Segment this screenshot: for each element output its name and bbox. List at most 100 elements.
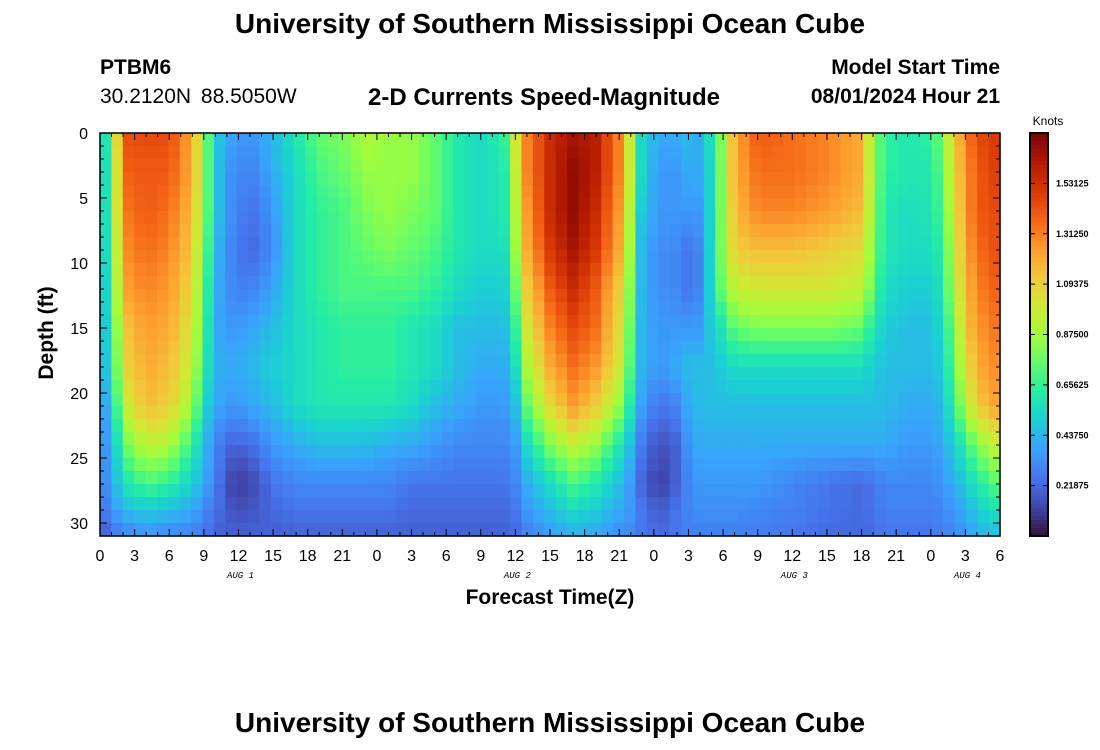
heatmap-cell	[669, 432, 682, 446]
heatmap-cell	[179, 250, 192, 264]
heatmap-cell	[373, 367, 386, 381]
heatmap-cell	[498, 419, 511, 433]
heatmap-cell	[920, 198, 933, 212]
heatmap-cell	[977, 445, 990, 459]
heatmap-cell	[863, 497, 876, 511]
heatmap-cell	[612, 406, 625, 420]
heatmap-cell	[305, 146, 318, 160]
heatmap-cell	[635, 393, 648, 407]
heatmap-cell	[202, 250, 215, 264]
heatmap-cell	[510, 146, 523, 160]
heatmap-cell	[544, 159, 557, 173]
heatmap-cell	[886, 497, 899, 511]
heatmap-cell	[783, 393, 796, 407]
heatmap-cell	[441, 523, 454, 537]
heatmap-cell	[681, 510, 693, 524]
heatmap-cell	[316, 406, 329, 420]
heatmap-cell	[100, 185, 112, 199]
heatmap-cell	[100, 198, 112, 212]
heatmap-cell	[601, 419, 614, 433]
heatmap-cell	[373, 328, 386, 342]
heatmap-cell	[874, 341, 887, 355]
heatmap-cell	[943, 458, 956, 472]
heatmap-cell	[760, 224, 773, 238]
heatmap-cell	[282, 211, 295, 225]
colorbar-segment	[1030, 153, 1048, 158]
heatmap-cell	[510, 159, 523, 173]
heatmap-cell	[418, 523, 431, 537]
heatmap-cell	[669, 237, 682, 251]
heatmap-cell	[874, 523, 887, 537]
heatmap-cell	[100, 458, 112, 472]
heatmap-cell	[726, 198, 739, 212]
heatmap-cell	[635, 341, 648, 355]
heatmap-cell	[316, 133, 329, 147]
heatmap-cell	[475, 445, 488, 459]
heatmap-cell	[270, 276, 283, 290]
heatmap-cell	[931, 159, 944, 173]
heatmap-cell	[578, 419, 591, 433]
heatmap-cell	[350, 523, 363, 537]
heatmap-cell	[612, 146, 625, 160]
heatmap-cell	[213, 380, 226, 394]
heatmap-cell	[100, 211, 112, 225]
heatmap-cell	[840, 510, 853, 524]
heatmap-cell	[977, 289, 990, 303]
heatmap-cell	[270, 406, 283, 420]
heatmap-cell	[692, 432, 705, 446]
heatmap-cell	[737, 159, 750, 173]
heatmap-cell	[259, 380, 272, 394]
heatmap-cell	[145, 406, 158, 420]
heatmap-cell	[920, 393, 933, 407]
colorbar-segment	[1030, 257, 1048, 263]
heatmap-cell	[122, 198, 135, 212]
heatmap-cell	[316, 341, 329, 355]
heatmap-cell	[134, 445, 147, 459]
heatmap-cell	[737, 419, 750, 433]
heatmap-cell	[965, 133, 978, 147]
heatmap-cell	[236, 471, 249, 485]
heatmap-cell	[145, 354, 158, 368]
heatmap-cell	[339, 367, 352, 381]
colorbar-tick-label: 0.65625	[1056, 380, 1089, 390]
heatmap-cell	[692, 484, 705, 498]
heatmap-cell	[453, 185, 466, 199]
heatmap-cell	[646, 237, 659, 251]
heatmap-cell	[829, 367, 842, 381]
heatmap-cell	[601, 341, 614, 355]
heatmap-cell	[327, 432, 340, 446]
heatmap-cell	[362, 510, 375, 524]
heatmap-cell	[760, 445, 773, 459]
heatmap-cell	[681, 263, 693, 277]
colorbar-segment	[1030, 350, 1048, 356]
heatmap-cell	[726, 224, 739, 238]
heatmap-cell	[863, 432, 876, 446]
heatmap-cell	[327, 380, 340, 394]
heatmap-cell	[134, 302, 147, 316]
heatmap-cell	[703, 172, 716, 186]
heatmap-cell	[886, 250, 899, 264]
heatmap-cell	[749, 198, 762, 212]
heatmap-cell	[715, 198, 728, 212]
heatmap-cell	[669, 419, 682, 433]
heatmap-cell	[601, 237, 614, 251]
heatmap-cell	[897, 471, 910, 485]
heatmap-cell	[943, 198, 956, 212]
heatmap-cell	[988, 419, 1001, 433]
heatmap-cell	[316, 393, 329, 407]
heatmap-cell	[943, 211, 956, 225]
colorbar-tick-label: 1.31250	[1056, 229, 1089, 239]
heatmap-cell	[601, 497, 614, 511]
heatmap-cell	[339, 211, 352, 225]
heatmap-cell	[453, 354, 466, 368]
heatmap-cell	[703, 302, 716, 316]
heatmap-cell	[612, 250, 625, 264]
heatmap-cell	[236, 224, 249, 238]
heatmap-cell	[544, 419, 557, 433]
heatmap-cell	[134, 367, 147, 381]
heatmap-cell	[259, 172, 272, 186]
heatmap-cell	[498, 185, 511, 199]
heatmap-cell	[829, 328, 842, 342]
heatmap-cell	[806, 419, 819, 433]
heatmap-cell	[874, 471, 887, 485]
